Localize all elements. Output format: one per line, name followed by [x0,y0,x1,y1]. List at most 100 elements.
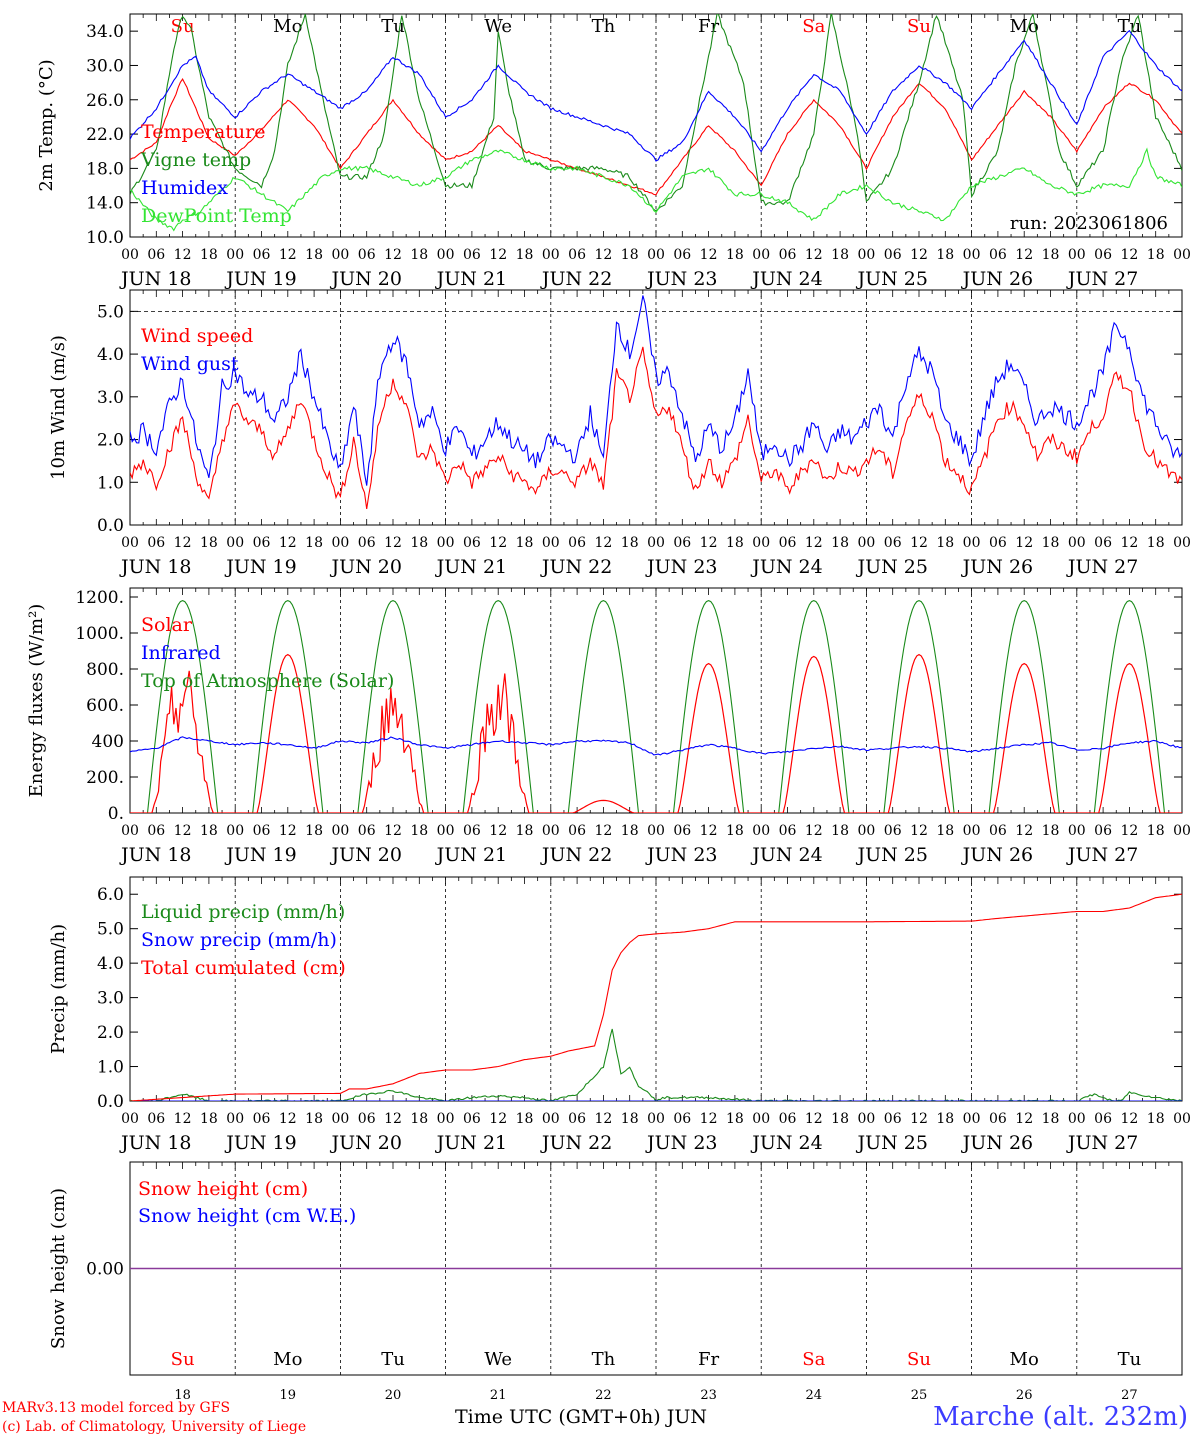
legend-entry: Vigne temp [140,149,251,171]
hour-tick-label: 06 [463,535,481,551]
hour-tick-label: 00 [963,823,981,839]
y-tick-label: 4.0 [97,345,124,365]
y-axis-title: Energy fluxes (W/m²) [26,604,47,798]
hour-tick-label: 00 [1173,247,1191,263]
legend-entry: Humidex [141,177,228,199]
weekday-label: Mo [273,1349,302,1370]
hour-tick-label: 06 [568,823,586,839]
weekday-label: Su [171,16,195,37]
hour-tick-label: 12 [279,1111,297,1127]
hour-tick-label: 18 [410,247,428,263]
hour-tick-label: 06 [253,1111,271,1127]
date-label: JUN 22 [540,268,612,290]
panel-snow: 0.00 Snow height (cm) Su 18 Mo 19 Tu 20 We 21 Th 22… [48,1161,1183,1403]
hour-tick-label: 06 [1094,823,1112,839]
weekday-label: Su [171,1349,195,1370]
hour-tick-label: 06 [779,535,797,551]
hour-tick-label: 00 [857,1111,875,1127]
date-label: JUN 21 [435,268,507,290]
hour-tick-label: 06 [568,1111,586,1127]
hour-tick-label: 12 [174,1111,192,1127]
y-tick-label: 600. [86,696,124,716]
y-tick-label: 18.0 [86,159,124,179]
hour-tick-label: 00 [121,247,139,263]
station-name: Marche (alt. 232m) [933,1402,1188,1432]
hour-tick-label: 12 [805,823,823,839]
weekday-label: Mo [273,16,302,37]
y-axis-title: 2m Temp. (°C) [36,59,57,191]
hour-tick-label: 12 [910,1111,928,1127]
day-number-label: 26 [1016,1388,1033,1403]
hour-tick-label: 18 [831,535,849,551]
y-tick-label: 4.0 [97,954,124,974]
hour-tick-label: 06 [147,1111,165,1127]
hour-tick-label: 12 [384,535,402,551]
hour-tick-label: 00 [647,823,665,839]
date-label: JUN 26 [961,1132,1033,1154]
weekday-label: Sa [802,16,825,37]
hour-tick-label: 06 [358,823,376,839]
y-axis-title: Snow height (cm) [48,1188,69,1349]
hour-tick-label: 00 [647,535,665,551]
hour-tick-label: 18 [1042,535,1060,551]
hour-tick-label: 00 [752,1111,770,1127]
y-tick-label: 14.0 [86,194,124,214]
hour-tick-label: 18 [516,247,534,263]
weekday-label: We [484,1349,512,1370]
hour-tick-label: 18 [726,1111,744,1127]
hour-tick-label: 00 [437,247,455,263]
hour-tick-label: 12 [174,535,192,551]
hour-tick-label: 00 [963,1111,981,1127]
y-tick-label: 1200. [75,588,124,608]
date-label: JUN 27 [1066,268,1138,290]
hour-tick-label: 06 [253,247,271,263]
hour-tick-label: 12 [384,823,402,839]
date-label: JUN 27 [1066,1132,1138,1154]
date-label: JUN 25 [855,1132,927,1154]
weekday-label: Su [907,1349,931,1370]
y-tick-label: 1.0 [97,1058,124,1078]
hour-tick-label: 12 [1120,247,1138,263]
hour-tick-label: 18 [1042,1111,1060,1127]
hour-tick-label: 18 [936,823,954,839]
hour-tick-label: 12 [1015,535,1033,551]
hour-tick-label: 06 [884,823,902,839]
series-line-toa [130,599,1182,813]
hour-tick-label: 00 [857,535,875,551]
legend-entry: Solar [141,614,193,636]
hour-tick-label: 12 [174,823,192,839]
hour-tick-label: 18 [305,247,323,263]
hour-tick-label: 12 [594,535,612,551]
hour-tick-label: 18 [305,823,323,839]
date-label: JUN 26 [961,556,1033,578]
y-axis-title: Precip (mm/h) [48,924,69,1054]
plot-area [130,14,1182,232]
day-number-label: 22 [595,1388,612,1403]
hour-tick-label: 12 [384,247,402,263]
date-label: JUN 23 [645,556,717,578]
weekday-label: Fr [698,1349,719,1370]
lab-credit: (c) Lab. of Climatology, University of L… [2,1419,307,1435]
hour-tick-label: 12 [1015,247,1033,263]
legend-entry: DewPoint Temp [141,205,292,227]
date-label: JUN 19 [224,844,296,866]
y-tick-label: 1000. [75,624,124,644]
date-label: JUN 24 [750,556,822,578]
date-label: JUN 18 [119,1132,191,1154]
day-number-label: 19 [280,1388,297,1403]
hour-tick-label: 18 [1042,247,1060,263]
y-tick-label: 800. [86,660,124,680]
panel-precip: 0.0 1.0 2.0 3.0 4.0 5.0 6.0 Precip (mm/h) 00 06 12… [48,876,1191,1154]
y-tick-label: 10.0 [86,228,124,248]
hour-tick-label: 18 [200,1111,218,1127]
panel-frame [129,587,1183,814]
hour-tick-label: 12 [805,247,823,263]
date-label: JUN 25 [855,268,927,290]
weekday-label: Tu [1118,1349,1142,1370]
date-label: JUN 18 [119,844,191,866]
legend-entry: Total cumulated (cm) [141,957,346,979]
weekday-label: We [484,16,512,37]
hour-tick-label: 00 [647,247,665,263]
hour-tick-label: 06 [989,535,1007,551]
plot-area [130,295,1182,509]
